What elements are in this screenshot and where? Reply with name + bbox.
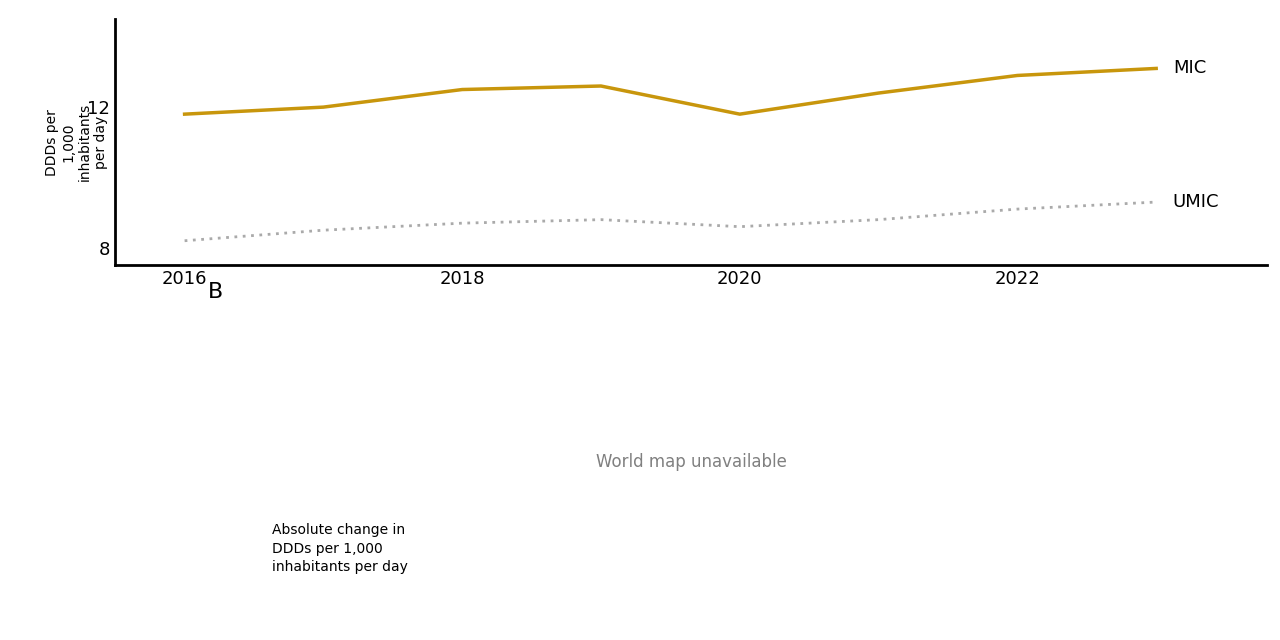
Y-axis label: DDDs per
1,000
inhabitants
per day: DDDs per 1,000 inhabitants per day [45,103,108,181]
Text: UMIC: UMIC [1172,193,1220,211]
Text: MIC: MIC [1172,60,1206,77]
Text: Absolute change in
DDDs per 1,000
inhabitants per day: Absolute change in DDDs per 1,000 inhabi… [271,524,408,574]
Text: B: B [207,282,223,302]
Text: World map unavailable: World map unavailable [595,454,787,472]
